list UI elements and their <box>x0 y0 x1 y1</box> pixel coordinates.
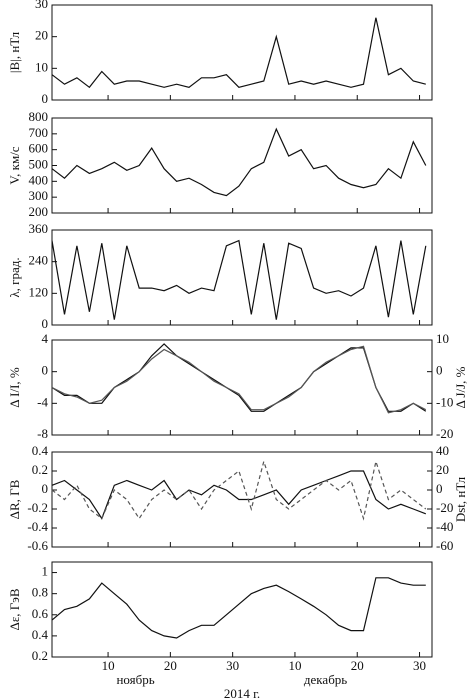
y-axis-label: Δε, ГэВ <box>7 588 22 630</box>
y2-tick-label: -40 <box>436 519 453 534</box>
x-axis-label: 2014 г. <box>224 686 260 700</box>
plot-frame <box>51 451 433 548</box>
y2-tick-label: -60 <box>436 538 453 553</box>
x-tick-label: 20 <box>351 658 364 673</box>
data-line <box>51 459 427 521</box>
x-tick-label: 30 <box>226 658 239 673</box>
x-tick-label: 10 <box>288 658 301 673</box>
data-line <box>51 239 427 320</box>
plot-frame <box>51 4 433 101</box>
y2-axis-label: Dst, нТл <box>453 476 468 522</box>
data-line <box>51 345 427 414</box>
x-tick-label: 10 <box>102 658 115 673</box>
y2-tick-label: 40 <box>436 443 449 458</box>
x-tick-label: 30 <box>413 658 426 673</box>
plot-frame <box>51 561 433 658</box>
y-axis-label: |B|, нТл <box>7 31 22 73</box>
y-tick-label: 0 <box>42 316 49 331</box>
y-tick-label: -0.2 <box>27 500 48 515</box>
y-tick-label: 200 <box>29 204 49 219</box>
y-tick-label: -4 <box>37 394 48 409</box>
y-tick-label: 0.4 <box>32 627 49 642</box>
y-tick-label: 360 <box>29 221 49 236</box>
y2-tick-label: 0 <box>436 481 443 496</box>
data-line <box>51 127 427 197</box>
y-tick-label: -8 <box>37 426 48 441</box>
y-tick-label: -0.4 <box>27 519 48 534</box>
y2-axis-label: Δ J/J, % <box>453 366 468 408</box>
data-line <box>51 17 426 89</box>
y2-tick-label: 10 <box>436 331 449 346</box>
y-tick-label: 800 <box>29 109 49 124</box>
y2-tick-label: -10 <box>436 394 453 409</box>
y-axis-label: V, км/с <box>7 146 22 184</box>
y-axis-label: ΔR, ГВ <box>7 479 22 519</box>
y2-tick-label: -20 <box>436 426 453 441</box>
y-tick-label: 500 <box>29 156 49 171</box>
plot-frame <box>51 339 433 436</box>
x-tick-label: 20 <box>164 658 177 673</box>
y2-tick-label: 0 <box>436 363 443 378</box>
y-tick-label: 0.6 <box>32 606 49 621</box>
y-tick-label: 4 <box>42 331 49 346</box>
y-tick-label: 0.2 <box>32 462 48 477</box>
y-tick-label: -0.6 <box>27 538 48 553</box>
y-tick-label: 0.8 <box>32 585 48 600</box>
y-tick-label: 1 <box>42 564 49 579</box>
data-line <box>51 577 426 639</box>
y-tick-label: 0.4 <box>32 443 49 458</box>
y-tick-label: 30 <box>35 0 48 11</box>
y-tick-label: 0 <box>42 91 49 106</box>
y-tick-label: 20 <box>35 28 48 43</box>
month-label: ноябрь <box>116 672 154 687</box>
y-axis-label: λ, град. <box>7 257 22 297</box>
plot-frame <box>51 229 433 326</box>
y-tick-label: 120 <box>29 284 49 299</box>
y-axis-label: Δ I/I, % <box>7 367 22 408</box>
y-tick-label: 240 <box>29 253 49 268</box>
y-tick-label: 700 <box>29 125 49 140</box>
y-tick-label: 400 <box>29 172 49 187</box>
y-tick-label: 300 <box>29 188 49 203</box>
y-tick-label: 0 <box>42 481 49 496</box>
y2-tick-label: 20 <box>436 462 449 477</box>
y-tick-label: 10 <box>35 59 48 74</box>
data-line <box>51 343 427 412</box>
data-line <box>51 470 427 520</box>
y-tick-label: 0.2 <box>32 648 48 663</box>
y-tick-label: 0 <box>42 363 49 378</box>
month-label: декабрь <box>304 672 347 687</box>
y2-tick-label: -20 <box>436 500 453 515</box>
y-tick-label: 600 <box>29 141 49 156</box>
